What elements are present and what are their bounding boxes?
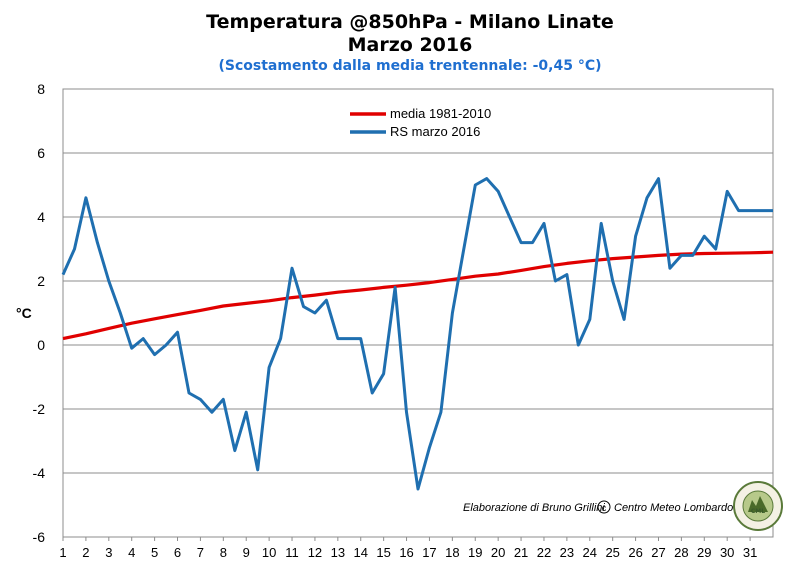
series-line-media (62, 250, 774, 341)
chart-note: (Scostamento dalla media trentennale: -0… (218, 58, 601, 74)
y-tick-labels: 8 6 4 2 0 -2 -4 -6 (33, 81, 46, 545)
x-tick-label: 21 (514, 545, 528, 560)
y-axis-label: °C (16, 305, 32, 321)
x-tick-label: 10 (262, 545, 276, 560)
x-tick-label: 24 (583, 545, 597, 560)
x-tick-label: 23 (560, 545, 574, 560)
x-tick-label: 18 (445, 545, 459, 560)
x-tick-label: 28 (674, 545, 688, 560)
y-tick-label: 4 (37, 209, 45, 225)
x-tick-label: 30 (720, 545, 734, 560)
plot-area (62, 88, 774, 538)
cml-logo: CML (733, 481, 783, 531)
mountain-icon (748, 496, 768, 512)
x-tick-label: 15 (376, 545, 390, 560)
series-layer (61, 177, 774, 491)
x-tick-label: 3 (105, 545, 112, 560)
x-tick-label: 25 (605, 545, 619, 560)
x-tick-label: 19 (468, 545, 482, 560)
x-tick-labels: 1 2 3 4 5 6 7 8 9 10 11 12 13 14 15 16 17 18 19 20 21 22 23 24 2… (59, 537, 757, 560)
credit: Elaborazione di Bruno Grillini c Centro … (463, 500, 733, 514)
y-tick-label: -4 (33, 465, 46, 481)
logo-monogram: CML (751, 508, 765, 515)
y-tick-label: -6 (33, 529, 46, 545)
credit-author: Elaborazione di Bruno Grillini (463, 502, 605, 514)
x-tick-label: 17 (422, 545, 436, 560)
y-tick-label: 8 (37, 81, 45, 97)
copyright-letter: c (602, 503, 607, 513)
x-tick-label: 11 (285, 545, 299, 560)
x-tick-label: 20 (491, 545, 505, 560)
x-tick-label: 4 (128, 545, 135, 560)
x-tick-label: 22 (537, 545, 551, 560)
x-tick-label: 26 (628, 545, 642, 560)
legend-label-rs: RS marzo 2016 (390, 124, 480, 139)
x-tick-label: 9 (243, 545, 250, 560)
chart-title: Temperatura @850hPa - Milano Linate (206, 11, 614, 33)
x-tick-label: 29 (697, 545, 711, 560)
y-tick-label: -2 (33, 401, 46, 417)
x-tick-label: 7 (197, 545, 204, 560)
x-tick-label: 2 (82, 545, 89, 560)
grid-lines (63, 88, 773, 538)
x-tick-label: 6 (174, 545, 181, 560)
x-tick-label: 1 (59, 545, 66, 560)
x-tick-label: 5 (151, 545, 158, 560)
x-tick-label: 27 (651, 545, 665, 560)
series-line-rs (61, 177, 773, 491)
x-tick-label: 16 (399, 545, 413, 560)
x-tick-label: 12 (308, 545, 322, 560)
y-tick-label: 6 (37, 145, 45, 161)
y-tick-label: 0 (37, 337, 45, 353)
legend: media 1981-2010 RS marzo 2016 (350, 106, 491, 139)
legend-label-media: media 1981-2010 (390, 106, 491, 121)
credit-org: Centro Meteo Lombardo (614, 502, 733, 514)
copyright-circle (597, 500, 611, 514)
chart-subtitle: Marzo 2016 (348, 34, 473, 56)
y-tick-label: 2 (37, 273, 45, 289)
x-tick-label: 31 (743, 545, 757, 560)
x-tick-label: 13 (331, 545, 345, 560)
x-tick-label: 8 (220, 545, 227, 560)
x-tick-label: 14 (354, 545, 368, 560)
